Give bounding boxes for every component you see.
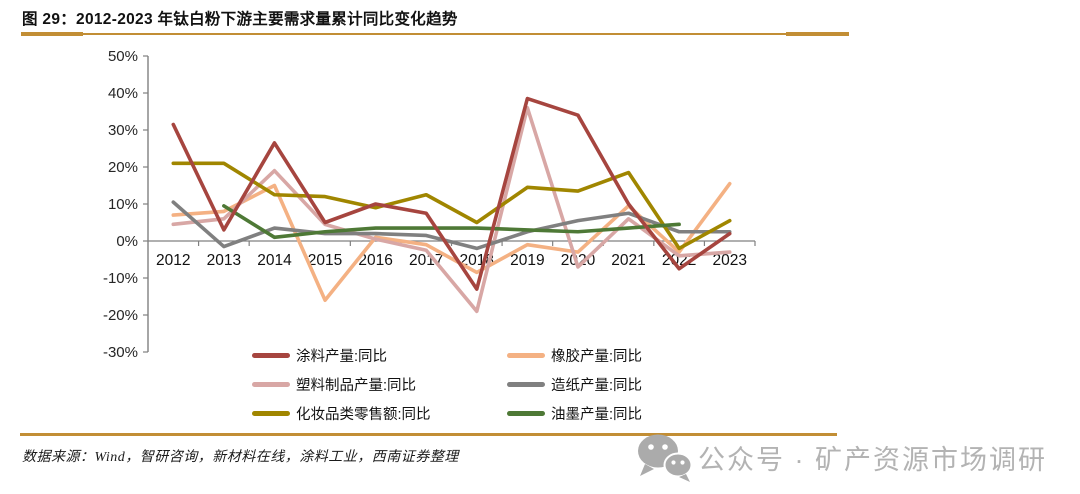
- y-axis-tick-label: 10%: [108, 196, 138, 213]
- series-line-5: [222, 204, 681, 240]
- legend-label: 油墨产量:同比: [551, 407, 643, 423]
- y-axis-tick-label: -10%: [103, 270, 138, 287]
- legend-item: 造纸产量:同比: [507, 374, 642, 395]
- title-separator-cap-right: [786, 31, 849, 36]
- footer-separator-line: [20, 433, 837, 436]
- watermark: 公众号 · 矿产资源市场调研: [636, 432, 1047, 482]
- x-axis-tick-label: 2021: [611, 252, 645, 269]
- legend-label: 橡胶产量:同比: [551, 349, 643, 365]
- series-line-2: [171, 106, 732, 314]
- legend-item: 橡胶产量:同比: [507, 345, 642, 366]
- y-axis-tick-label: 40%: [108, 85, 138, 102]
- series-line-4: [171, 161, 732, 251]
- chart-legend: 涂料产量:同比 橡胶产量:同比塑料制品产量:同比 造纸产量:同比化妆品类零售额:同比…: [252, 341, 642, 428]
- title-separator-cap-left: [21, 31, 83, 36]
- series-line-0: [171, 96, 732, 291]
- legend-item: 油墨产量:同比: [507, 403, 642, 424]
- legend-label: 塑料制品产量:同比: [296, 378, 417, 394]
- x-axis-tick-label: 2019: [510, 252, 544, 269]
- y-axis-tick-label: 0%: [116, 233, 138, 250]
- x-axis-tick-label: 2017: [409, 252, 443, 269]
- x-axis-tick-label: 2023: [712, 252, 746, 269]
- legend-label: 化妆品类零售额:同比: [296, 407, 431, 423]
- title-separator-line: [21, 33, 849, 35]
- legend-item: 化妆品类零售额:同比: [252, 403, 507, 424]
- x-axis-tick-label: 2015: [308, 252, 342, 269]
- legend-swatch: [507, 353, 545, 358]
- x-axis-tick-label: 2014: [257, 252, 292, 269]
- legend-label: 造纸产量:同比: [551, 378, 643, 394]
- legend-swatch: [507, 382, 545, 387]
- figure-title: 图 29：2012-2023 年钛白粉下游主要需求量累计同比变化趋势: [22, 11, 458, 28]
- y-axis-tick-label: -30%: [103, 344, 138, 361]
- legend-swatch: [252, 382, 290, 387]
- wechat-icon: [638, 434, 692, 482]
- legend-label: 涂料产量:同比: [296, 349, 388, 365]
- watermark-text: 公众号 · 矿产资源市场调研: [698, 444, 1047, 475]
- y-axis-tick-label: 30%: [108, 122, 138, 139]
- x-axis-tick-label: 2012: [156, 252, 190, 269]
- y-axis-tick-label: 50%: [108, 48, 138, 65]
- legend-swatch: [252, 353, 290, 358]
- legend-item: 塑料制品产量:同比: [252, 374, 507, 395]
- legend-item: 涂料产量:同比: [252, 345, 507, 366]
- y-axis-tick-label: -20%: [103, 307, 138, 324]
- legend-swatch: [252, 411, 290, 416]
- data-source-note: 数据来源：Wind，智研咨询，新材料在线，涂料工业，西南证券整理: [22, 450, 459, 465]
- x-axis-tick-label: 2013: [207, 252, 241, 269]
- legend-swatch: [507, 411, 545, 416]
- x-axis-tick-label: 2016: [358, 252, 392, 269]
- y-axis-tick-label: 20%: [108, 159, 138, 176]
